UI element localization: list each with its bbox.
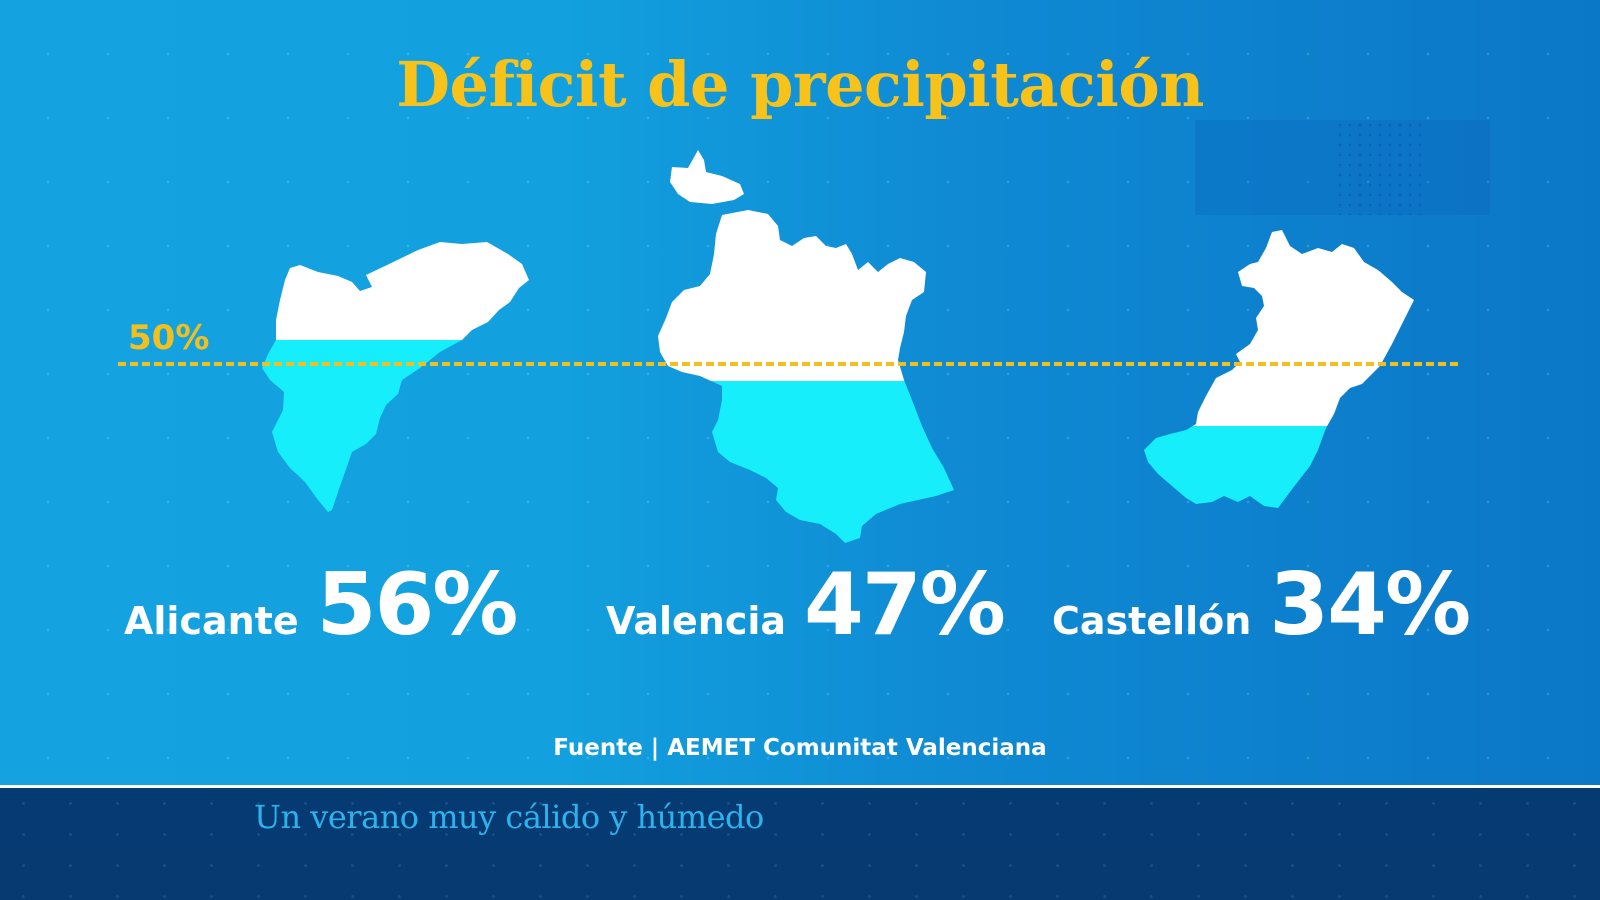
region-name: Alicante (124, 599, 299, 643)
news-ticker-bar: Un verano muy cálido y húmedo (0, 788, 1600, 900)
region-value: 56% (316, 555, 519, 655)
map-valencia (658, 150, 954, 543)
region-value: 34% (1269, 555, 1471, 655)
stat-valencia: Valencia 47% (606, 555, 1006, 655)
ticker-headline: Un verano muy cálido y húmedo (254, 798, 764, 836)
ticker-divider (0, 785, 1600, 788)
map-castellon (1144, 230, 1414, 508)
stat-castellon: Castellón 34% (1052, 555, 1471, 655)
stat-alicante: Alicante 56% (124, 555, 519, 655)
chart-title: Déficit de precipitación (396, 48, 1204, 121)
region-name: Valencia (606, 599, 787, 643)
source-caption: Fuente | AEMET Comunitat Valenciana (553, 735, 1047, 761)
background-panel (1195, 120, 1490, 215)
map-alicante (262, 242, 529, 512)
province-maps (262, 150, 1414, 543)
reference-line-50 (118, 362, 1458, 366)
background-dot-grid (1335, 120, 1425, 215)
reference-label: 50% (128, 318, 210, 358)
region-name: Castellón (1052, 599, 1252, 643)
ticker-pattern (0, 788, 1600, 900)
region-value: 47% (804, 555, 1006, 655)
